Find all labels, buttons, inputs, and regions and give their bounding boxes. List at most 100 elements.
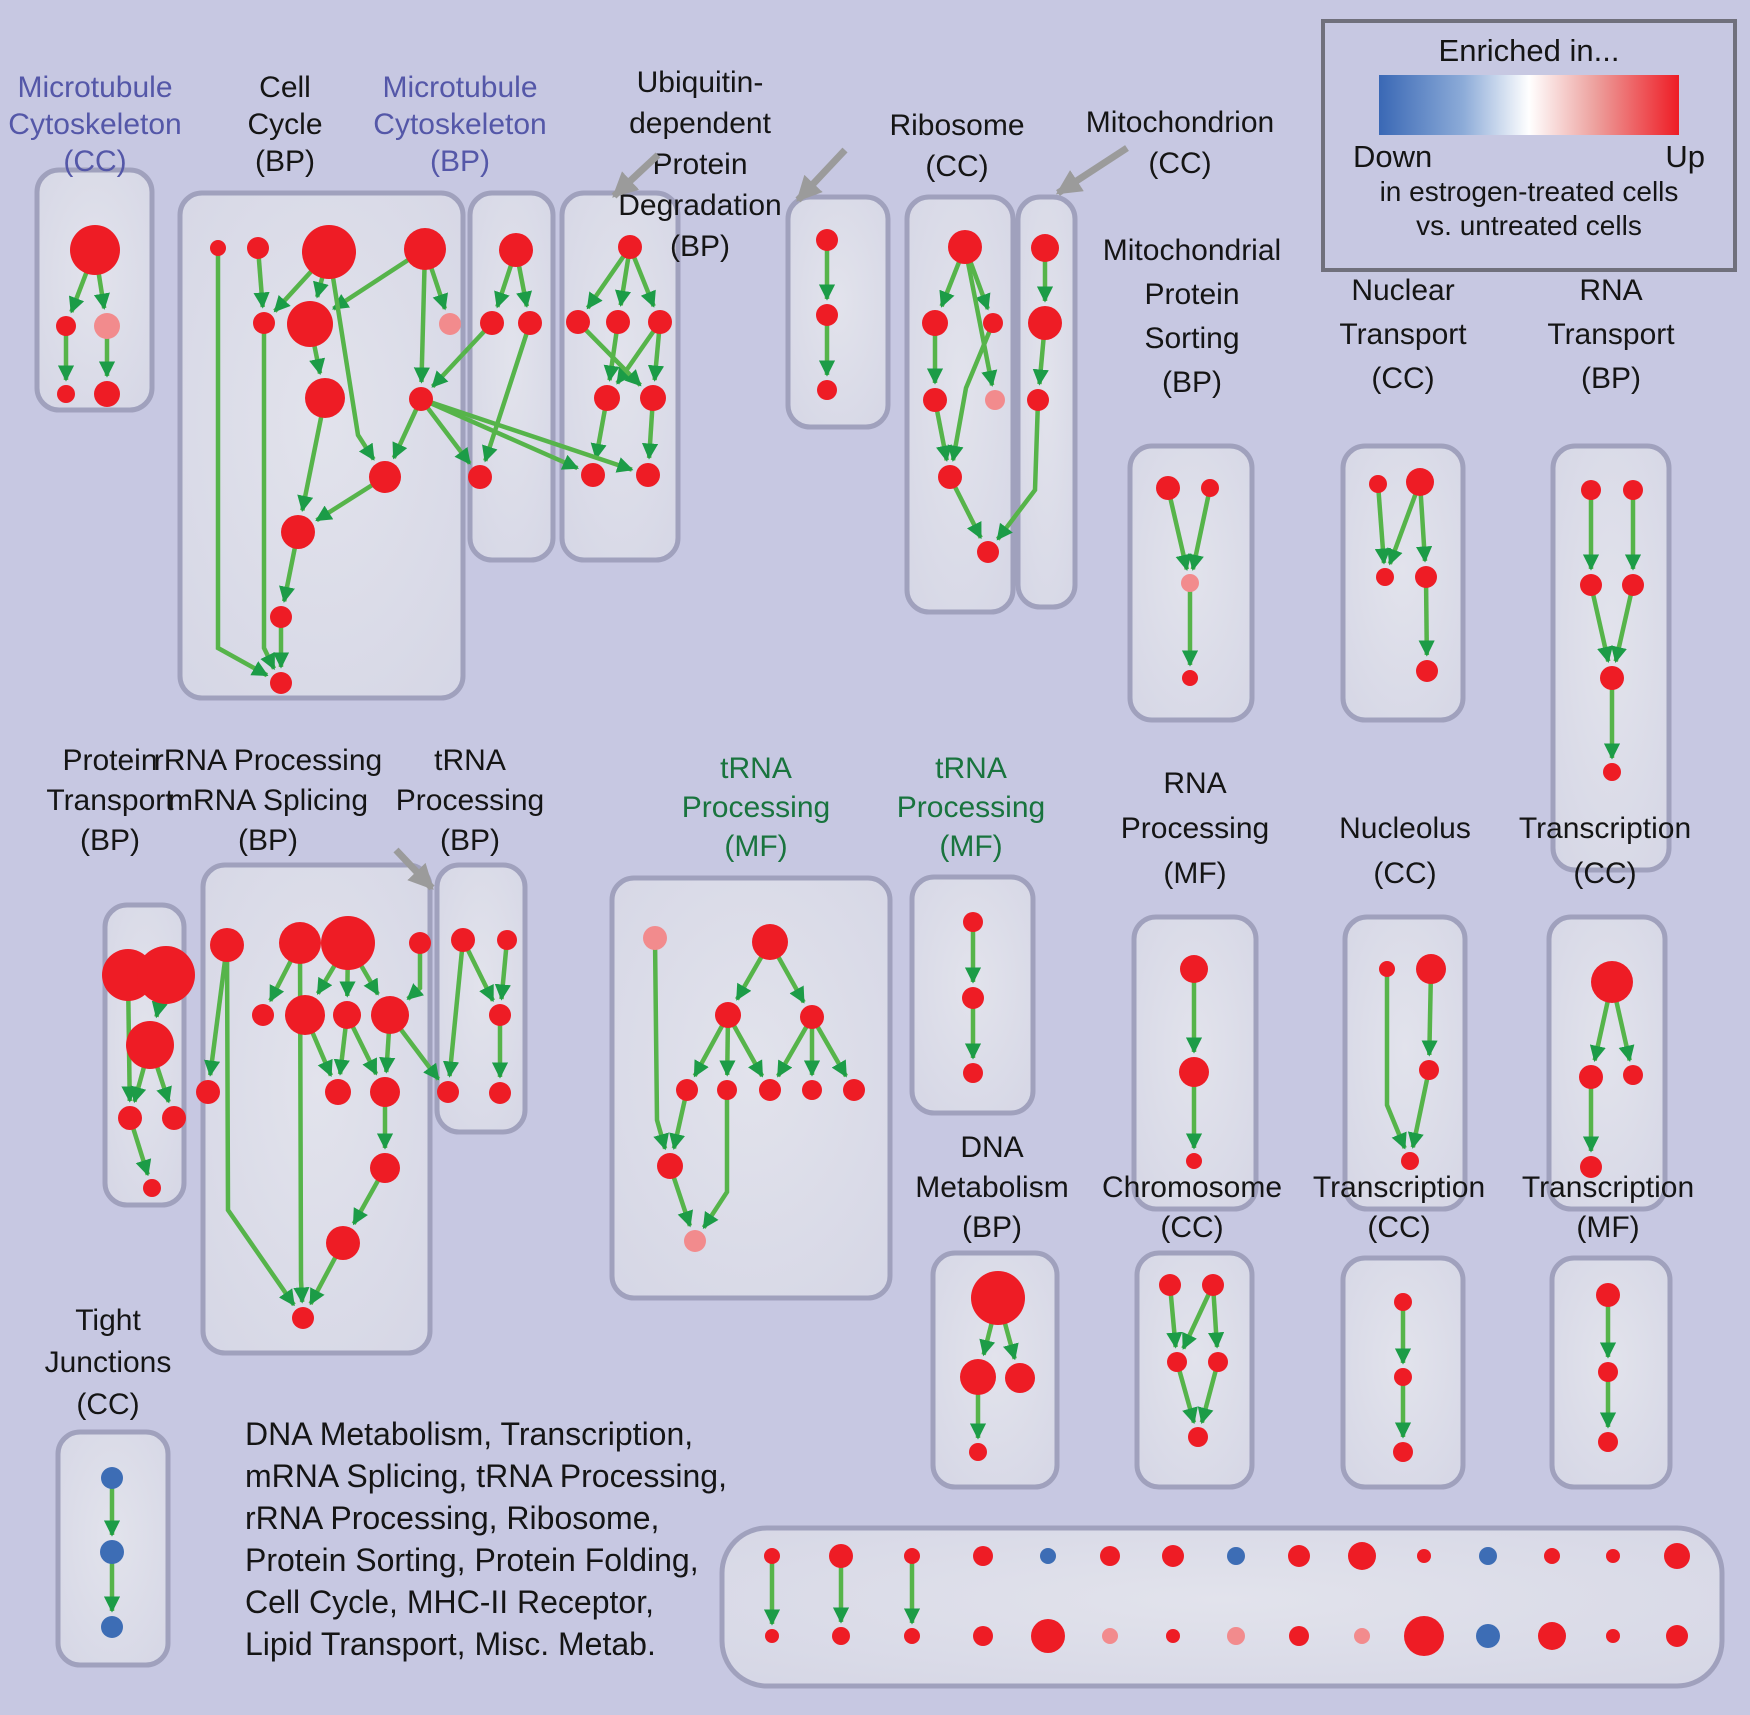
edge-chromosome-cc-2-4 bbox=[1174, 1361, 1198, 1425]
node-ribosome-cc-4 bbox=[985, 390, 1005, 410]
node-cell-cycle-bp-8 bbox=[409, 387, 433, 411]
node-trna-processing-mf-large-10 bbox=[684, 1230, 706, 1252]
node-microtubule-cytoskeleton-bp-1 bbox=[480, 311, 504, 335]
label-transcription-cc-bottom: Transcription (CC) bbox=[1313, 1171, 1485, 1244]
node-trna-processing-bp-4 bbox=[489, 1082, 511, 1104]
node-cell-cycle-bp-10 bbox=[281, 515, 315, 549]
cluster-box-trna-processing-mf-large bbox=[609, 875, 893, 1301]
cluster-box-nuclear-transport-cc bbox=[1340, 443, 1466, 723]
edge-nucleolus-cc-0-3 bbox=[1384, 969, 1407, 1150]
edge-ribosome-cc-0-4 bbox=[962, 246, 998, 387]
label-trna-processing-bp: tRNA Processing (BP) bbox=[396, 744, 544, 857]
legend-gradient-bar bbox=[1379, 75, 1679, 135]
node-rrna-processing-mrna-splicing-bp-1 bbox=[279, 922, 321, 964]
edge-rrna-processing-mrna-splicing-bp-0-12 bbox=[224, 944, 296, 1307]
edge-rna-transport-bp-2-4 bbox=[1588, 584, 1613, 663]
node-dna-metabolism-bp-2 bbox=[1005, 1363, 1035, 1393]
node-rrna-processing-mrna-splicing-bp-6 bbox=[333, 1001, 361, 1029]
node-transcription-cc-row2-2 bbox=[1623, 1065, 1643, 1085]
node-tight-junctions-cc-0 bbox=[101, 1467, 123, 1489]
node-transcription-mf-0 bbox=[1596, 1283, 1620, 1307]
node-summary-strip-1 bbox=[829, 1544, 853, 1568]
node-protein-transport-bp-4 bbox=[162, 1106, 186, 1130]
node-protein-transport-bp-2 bbox=[126, 1021, 174, 1069]
node-transcription-mf-1 bbox=[1598, 1362, 1618, 1382]
node-nucleolus-cc-0 bbox=[1379, 961, 1395, 977]
node-trna-processing-mf-large-8 bbox=[843, 1079, 865, 1101]
label-microtubule-cytoskeleton-bp: Microtubule Cytoskeleton (BP) bbox=[373, 71, 546, 178]
node-mitochondrial-protein-sorting-bp-0 bbox=[1156, 476, 1180, 500]
node-microtubule-cytoskeleton-bp-2 bbox=[518, 311, 542, 335]
node-rna-transport-bp-2 bbox=[1580, 574, 1602, 596]
node-trna-processing-bp-1 bbox=[497, 930, 517, 950]
node-summary-strip-26 bbox=[1476, 1624, 1500, 1648]
node-microtubule-cytoskeleton-cc-3 bbox=[57, 385, 75, 403]
node-nuclear-transport-cc-2 bbox=[1376, 568, 1394, 586]
legend-box: Enriched in... Down Up in estrogen-treat… bbox=[1321, 19, 1737, 272]
edge-chromosome-cc-1-2 bbox=[1181, 1284, 1216, 1350]
node-summary-strip-6 bbox=[1162, 1545, 1184, 1567]
node-rna-processing-mf-2 bbox=[1186, 1153, 1202, 1169]
node-summary-strip-13 bbox=[1606, 1549, 1620, 1563]
edge-trna-processing-mf-large-5-10 bbox=[701, 1090, 730, 1229]
node-microtubule-cytoskeleton-bp-0 bbox=[499, 233, 533, 267]
node-rrna-processing-mrna-splicing-bp-10 bbox=[370, 1153, 400, 1183]
node-ubiquitin-degradation-bp-4 bbox=[594, 385, 620, 411]
node-tight-junctions-cc-1 bbox=[100, 1540, 124, 1564]
node-nuclear-transport-cc-3 bbox=[1415, 566, 1437, 588]
label-protein-transport-bp: Protein Transport (BP) bbox=[46, 744, 174, 857]
cluster-box-nucleolus-cc bbox=[1342, 914, 1468, 1212]
node-mitochondrial-protein-sorting-bp-2 bbox=[1181, 574, 1199, 592]
node-rrna-processing-mrna-splicing-bp-7 bbox=[371, 996, 409, 1034]
legend-updown-row: Down Up bbox=[1353, 139, 1705, 175]
label-mitochondrial-protein-sorting-bp: Mitochondrial Protein Sorting (BP) bbox=[1103, 234, 1281, 399]
node-transcription-mf-2 bbox=[1598, 1432, 1618, 1452]
node-chromosome-cc-1 bbox=[1202, 1274, 1224, 1296]
node-rrna-processing-mrna-splicing-bp-2 bbox=[321, 916, 375, 970]
node-dna-metabolism-bp-0 bbox=[971, 1271, 1025, 1325]
node-ubiquitin-degradation-bp-0 bbox=[618, 235, 642, 259]
node-summary-strip-14 bbox=[1664, 1543, 1690, 1569]
node-summary-strip-3 bbox=[973, 1546, 993, 1566]
label-nucleolus-cc: Nucleolus (CC) bbox=[1339, 812, 1471, 890]
label-ribosome-cc: Ribosome (CC) bbox=[889, 109, 1024, 183]
node-ubiquitin-degradation-bp-6 bbox=[581, 463, 605, 487]
node-nucleolus-cc-3 bbox=[1401, 1152, 1419, 1170]
label-mitochondrion-cc: Mitochondrion (CC) bbox=[1086, 106, 1274, 180]
node-trna-processing-bp-3 bbox=[437, 1081, 459, 1103]
legend-context-line1: in estrogen-treated cells bbox=[1379, 176, 1679, 207]
node-ubiquitin-degradation-bp-3 bbox=[648, 310, 672, 334]
node-summary-strip-7 bbox=[1227, 1547, 1245, 1565]
node-mitochondrion-cc-0 bbox=[1031, 234, 1059, 262]
node-ubiquitin-degradation-bp-5 bbox=[640, 385, 666, 411]
label-tight-junctions-cc: Tight Junctions (CC) bbox=[45, 1304, 172, 1421]
legend-up-label: Up bbox=[1665, 139, 1705, 174]
node-trna-processing-mf-large-4 bbox=[676, 1079, 698, 1101]
node-rrna-processing-mrna-splicing-bp-5 bbox=[285, 995, 325, 1035]
edge-rrna-processing-mrna-splicing-bp-3-7 bbox=[406, 943, 425, 1001]
node-summary-strip-0 bbox=[764, 1548, 780, 1564]
node-transcription-cc-row2-1 bbox=[1579, 1065, 1603, 1089]
edge-trna-processing-bp-0-3 bbox=[442, 939, 466, 1078]
node-ribosome-cc-5 bbox=[938, 465, 962, 489]
node-dna-metabolism-bp-3 bbox=[969, 1443, 987, 1461]
node-cell-cycle-bp-0 bbox=[210, 240, 226, 256]
edge-ribosome-cc-2-5 bbox=[947, 322, 996, 462]
node-nuclear-transport-cc-0 bbox=[1369, 475, 1387, 493]
cross-edge-mitochondrion-cc-to-ribosome-cc bbox=[995, 399, 1041, 541]
cross-edge-cell-cycle-bp-to-ubiquitin-degradation-bp bbox=[420, 396, 579, 471]
label-trna-processing-mf-2: tRNA Processing (MF) bbox=[897, 752, 1045, 863]
node-rrna-processing-mrna-splicing-bp-13 bbox=[196, 1080, 220, 1104]
node-summary-strip-15 bbox=[765, 1629, 779, 1643]
node-nucleolus-cc-2 bbox=[1419, 1060, 1439, 1080]
node-mitochondrial-protein-sorting-bp-3 bbox=[1182, 670, 1198, 686]
node-summary-strip-27 bbox=[1538, 1622, 1566, 1650]
node-cell-cycle-bp-3 bbox=[404, 228, 446, 270]
label-ubiquitin-dependent-protein-degradation-bp: Ubiquitin-dependent Protein Degradation (BP… bbox=[618, 66, 781, 263]
node-transcription-cc-bottom-1 bbox=[1394, 1368, 1412, 1386]
label-transcription-mf: Transcription (MF) bbox=[1522, 1171, 1694, 1244]
node-cell-cycle-bp-7 bbox=[305, 378, 345, 418]
edge-nuclear-transport-cc-3-4 bbox=[1418, 576, 1435, 657]
node-summary-strip-4 bbox=[1040, 1548, 1056, 1564]
